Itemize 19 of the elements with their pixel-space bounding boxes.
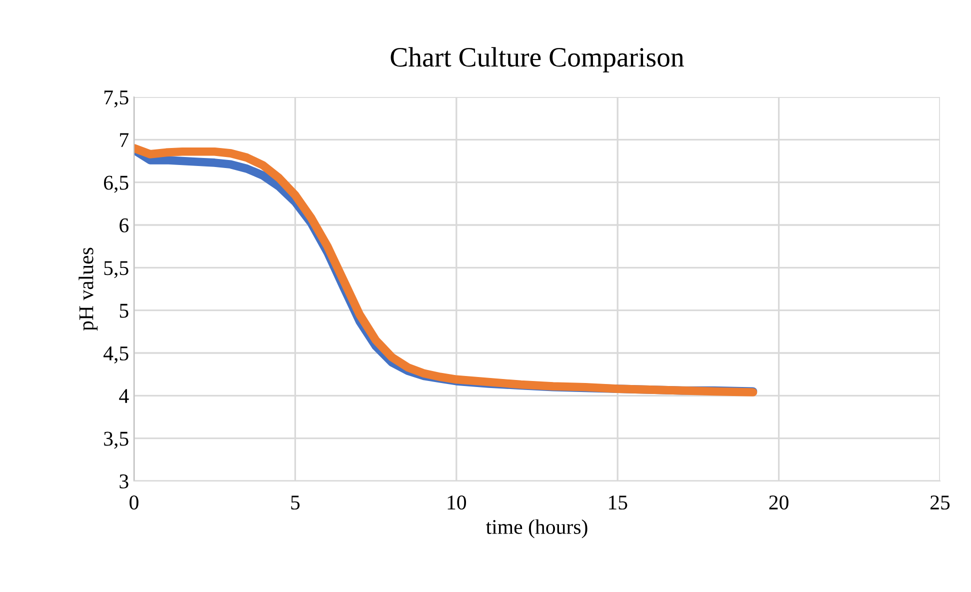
y-tick-label: 6,5 — [104, 176, 128, 193]
y-tick-label: 3,5 — [104, 432, 128, 449]
x-axis-title: time (hours) — [486, 519, 588, 538]
y-tick-label: 7,5 — [104, 90, 128, 108]
x-tick-label: 25 — [930, 496, 950, 510]
y-tick-label: 4,5 — [104, 346, 128, 364]
y-tick-label: 5 — [120, 304, 128, 318]
x-tick-label: 20 — [769, 495, 788, 510]
x-tick-label: 10 — [448, 495, 466, 510]
y-tick-label: 4 — [119, 389, 129, 403]
x-tick-label: 5 — [291, 496, 300, 510]
y-tick-label: 5,5 — [104, 261, 128, 278]
y-tick-label: 7 — [120, 133, 129, 147]
x-tick-label: 0 — [130, 495, 138, 510]
y-tick-label: 6 — [120, 218, 129, 232]
x-tick-label: 15 — [609, 496, 628, 510]
y-axis-title: pH values — [78, 248, 98, 331]
chart-title: Chart Culture Comparison — [390, 47, 684, 72]
y-tick-label: 3 — [120, 474, 128, 488]
